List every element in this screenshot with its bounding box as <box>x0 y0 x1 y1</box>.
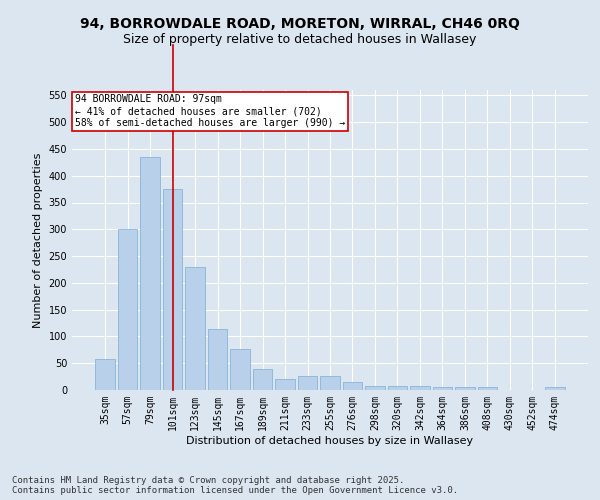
Y-axis label: Number of detached properties: Number of detached properties <box>33 152 43 328</box>
Text: 94, BORROWDALE ROAD, MORETON, WIRRAL, CH46 0RQ: 94, BORROWDALE ROAD, MORETON, WIRRAL, CH… <box>80 18 520 32</box>
Bar <box>298 376 317 390</box>
Bar <box>230 349 250 390</box>
Bar <box>118 230 137 390</box>
Bar <box>433 388 452 390</box>
Bar <box>410 386 430 390</box>
Bar <box>545 388 565 390</box>
Bar <box>140 157 160 390</box>
Bar <box>163 189 182 390</box>
Bar <box>95 360 115 390</box>
Bar <box>365 386 385 390</box>
Bar <box>185 267 205 390</box>
X-axis label: Distribution of detached houses by size in Wallasey: Distribution of detached houses by size … <box>187 436 473 446</box>
Bar <box>275 380 295 390</box>
Bar <box>388 386 407 390</box>
Bar <box>208 330 227 390</box>
Bar <box>478 388 497 390</box>
Bar <box>253 368 272 390</box>
Text: 94 BORROWDALE ROAD: 97sqm
← 41% of detached houses are smaller (702)
58% of semi: 94 BORROWDALE ROAD: 97sqm ← 41% of detac… <box>74 94 345 128</box>
Text: Size of property relative to detached houses in Wallasey: Size of property relative to detached ho… <box>124 32 476 46</box>
Bar <box>343 382 362 390</box>
Text: Contains HM Land Registry data © Crown copyright and database right 2025.
Contai: Contains HM Land Registry data © Crown c… <box>12 476 458 495</box>
Bar <box>455 388 475 390</box>
Bar <box>320 376 340 390</box>
